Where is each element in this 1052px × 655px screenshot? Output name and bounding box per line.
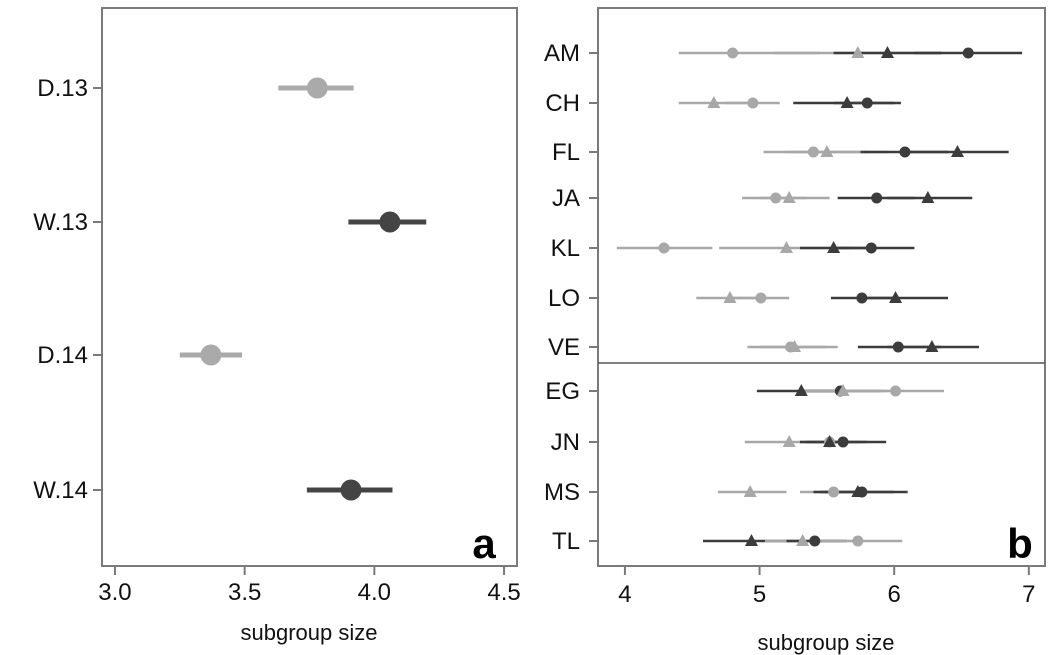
data-point-circle: [747, 97, 759, 109]
data-point: [340, 479, 362, 501]
data-point-circle: [837, 436, 849, 448]
data-point-circle: [852, 535, 864, 547]
data-point: [379, 211, 401, 233]
data-point-circle: [856, 486, 868, 498]
data-point-triangle: [823, 435, 837, 447]
data-point: [200, 344, 222, 366]
y-tick-label: LO: [548, 285, 580, 312]
data-point-triangle: [836, 384, 850, 396]
x-tick-label: 3.0: [98, 579, 131, 606]
data-point-triangle: [820, 145, 834, 157]
panel-a-frame: [101, 7, 518, 567]
data-point-circle: [770, 192, 782, 204]
data-point-triangle: [851, 46, 865, 58]
data-point-triangle: [950, 145, 964, 157]
y-tick-label: JN: [551, 429, 580, 456]
y-tick-label: VE: [548, 334, 580, 361]
data-point-triangle: [796, 534, 810, 546]
x-tick-label: 6: [888, 581, 901, 608]
x-tick-label: 3.5: [228, 579, 261, 606]
data-point-circle: [856, 292, 868, 304]
x-tick-label: 7: [1022, 581, 1035, 608]
y-tick-label: CH: [545, 90, 580, 117]
x-tick-label: 4.5: [487, 579, 520, 606]
data-point-triangle: [925, 340, 939, 352]
data-point-triangle: [921, 191, 935, 203]
data-point-triangle: [779, 241, 793, 253]
y-tick-label: D.14: [37, 342, 88, 369]
y-tick-label: MS: [544, 479, 580, 506]
panel-b-xlabel: subgroup size: [758, 630, 895, 655]
data-point-circle: [658, 242, 670, 254]
x-tick-label: 5: [753, 581, 766, 608]
panel-a: D.13 W.13 D.14 W.14 3.0 3.5 4.0 4.5: [33, 75, 520, 606]
data-point-triangle: [840, 96, 854, 108]
data-point-circle: [861, 97, 873, 109]
y-tick-label: AM: [544, 40, 580, 67]
data-point-circle: [892, 341, 904, 353]
y-tick-label: TL: [552, 528, 580, 555]
data-point-circle: [755, 292, 767, 304]
data-point-triangle: [788, 340, 802, 352]
data-point-triangle: [707, 96, 721, 108]
data-point-circle: [807, 146, 819, 158]
data-point-circle: [871, 192, 883, 204]
panel-a-tag: a: [472, 520, 496, 567]
x-tick-label: 4: [618, 581, 631, 608]
x-tick-label: 4.0: [358, 579, 391, 606]
y-tick-label: EG: [545, 378, 580, 405]
y-tick-label: KL: [551, 235, 580, 262]
data-point-triangle: [743, 485, 757, 497]
data-point-triangle: [782, 435, 796, 447]
data-point-circle: [727, 47, 739, 59]
y-tick-label: FL: [552, 139, 580, 166]
data-point-circle: [890, 385, 902, 397]
data-point-circle: [865, 242, 877, 254]
data-point-triangle: [744, 534, 758, 546]
panel-b: AM CH FL JA KL LO VE EG JN MS TL 4 5 6 7: [544, 40, 1045, 608]
data-point-circle: [828, 486, 840, 498]
data-point-triangle: [723, 291, 737, 303]
data-point-circle: [899, 146, 911, 158]
data-point-circle: [962, 47, 974, 59]
data-point-triangle: [782, 191, 796, 203]
panel-a-xlabel: subgroup size: [241, 620, 378, 645]
panel-b-tag: b: [1007, 520, 1033, 567]
data-point-triangle: [889, 291, 903, 303]
data-point: [306, 77, 328, 99]
y-tick-label: W.13: [33, 209, 88, 236]
data-point-circle: [809, 535, 821, 547]
y-tick-label: D.13: [37, 75, 88, 102]
data-point-triangle: [794, 384, 808, 396]
y-tick-label: JA: [552, 185, 580, 212]
data-point-triangle: [827, 241, 841, 253]
y-tick-label: W.14: [33, 477, 88, 504]
data-point-triangle: [880, 46, 894, 58]
panel-b-frame: [597, 7, 1046, 567]
